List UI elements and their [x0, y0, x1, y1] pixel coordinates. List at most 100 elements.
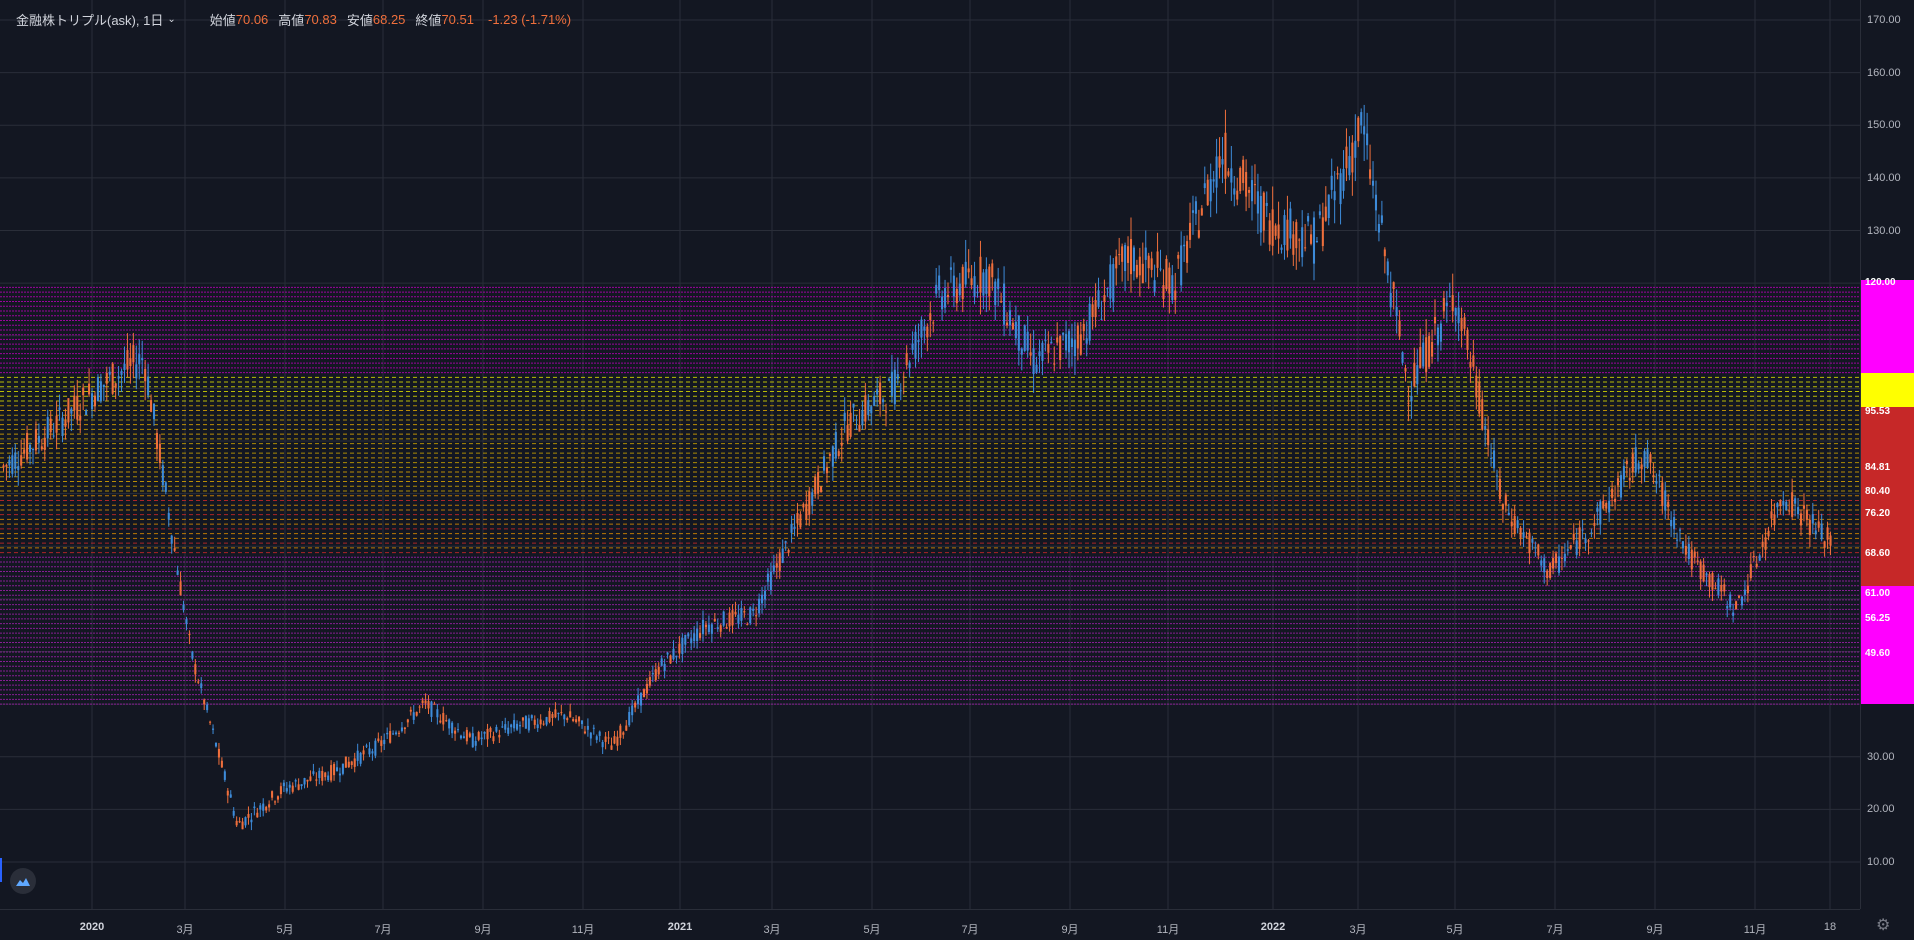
candle-body: [1687, 543, 1690, 560]
candle-body: [276, 796, 280, 800]
candle-body: [1280, 247, 1283, 250]
candle-body: [1398, 320, 1401, 337]
candle-body: [1360, 112, 1363, 126]
price-axis[interactable]: 170.00 160.00 150.00 140.00 130.00 30.00 20.00…: [1860, 0, 1914, 909]
candle-body: [335, 767, 339, 772]
candle-body: [1487, 429, 1490, 446]
gear-icon[interactable]: ⚙: [1876, 917, 1891, 934]
candle-body: [474, 740, 477, 746]
candle-body: [1522, 532, 1525, 538]
candle-body: [489, 727, 492, 732]
candle-body: [1082, 323, 1085, 332]
candle-body: [651, 673, 654, 675]
candle-body: [321, 770, 324, 781]
candle-body: [368, 748, 371, 755]
candle-body: [542, 723, 545, 725]
candle-body: [1711, 573, 1714, 590]
price-chart[interactable]: [0, 0, 1860, 909]
candle-body: [569, 711, 572, 718]
candle-body: [1723, 584, 1726, 592]
candle-body: [1826, 527, 1829, 540]
candle-body: [294, 780, 297, 782]
candle-body: [483, 732, 486, 734]
candle-body: [1743, 589, 1746, 595]
chart-area[interactable]: 金融株トリプル(ask), 1日 ⌄ 始値 70.06 高値 70.83 安値 …: [0, 0, 1860, 909]
candle-body: [111, 363, 114, 394]
candle-body: [1460, 318, 1463, 332]
candle-body: [1085, 338, 1088, 344]
candle-body: [837, 451, 840, 456]
candle-body: [1017, 315, 1020, 351]
candle-body: [1174, 290, 1177, 300]
candle-body: [852, 403, 855, 408]
time-tick-label: 3月: [1349, 924, 1367, 936]
candle-body: [1135, 264, 1138, 278]
candle-body: [1678, 529, 1682, 531]
candle-body: [1336, 173, 1339, 175]
candle-body: [52, 435, 55, 437]
candle-body: [834, 431, 837, 459]
candle-body: [1159, 268, 1162, 270]
candle-body: [1764, 537, 1767, 550]
candle-body: [1227, 171, 1230, 176]
candle-body: [1507, 512, 1510, 516]
axis-red-band: [1861, 406, 1914, 586]
chevron-down-icon[interactable]: ⌄: [167, 14, 176, 25]
candle-body: [808, 491, 811, 515]
price-tick-label: 150.00: [1867, 119, 1901, 132]
symbol-label[interactable]: 金融株トリプル(ask), 1日: [16, 13, 164, 28]
candle-body: [583, 731, 586, 734]
candle-body: [126, 350, 129, 370]
candle-body: [1342, 168, 1345, 191]
candle-body: [1631, 453, 1634, 472]
candle-body: [265, 806, 268, 811]
candle-body: [206, 704, 209, 711]
candle-body: [902, 376, 905, 378]
candle-body: [521, 717, 524, 721]
candle-body: [262, 803, 265, 811]
candle-body: [967, 268, 970, 273]
candle-body: [1215, 156, 1218, 188]
candle-body: [1540, 560, 1543, 566]
time-axis[interactable]: 2020 3月 5月 7月 9月 11月 2021 3月 5月 7月 9月 11月 2022 3月 5月 7月…: [0, 909, 1860, 940]
candle-body: [817, 472, 820, 494]
candle-body: [1286, 219, 1289, 251]
candle-body: [716, 627, 719, 630]
candle-body: [1649, 454, 1652, 463]
candle-body: [728, 612, 731, 627]
candle-body: [1611, 488, 1614, 498]
candle-body: [527, 718, 530, 731]
candle-body: [796, 513, 799, 524]
candle-body: [132, 345, 135, 363]
candle-body: [1690, 549, 1693, 570]
candle-body: [480, 737, 483, 740]
candle-body: [1392, 282, 1395, 290]
candle-body: [802, 503, 805, 508]
candle-body: [1478, 382, 1481, 414]
logo-button[interactable]: [10, 868, 36, 894]
candle-body: [462, 736, 465, 739]
candle-body: [1038, 351, 1041, 357]
candle-body: [1221, 159, 1224, 165]
candle-body: [1339, 173, 1342, 205]
candle-body: [631, 705, 634, 716]
close-label: 終値: [415, 13, 442, 28]
candle-body: [79, 415, 82, 421]
candle-body: [268, 804, 271, 808]
candle-body: [241, 821, 244, 830]
candle-body: [232, 810, 235, 816]
candle-body: [932, 322, 935, 324]
candle-body: [456, 729, 460, 731]
candle-body: [377, 738, 380, 741]
candle-body: [1495, 475, 1499, 477]
candle-body: [1797, 507, 1800, 515]
candle-body: [85, 410, 88, 416]
candle-body: [696, 628, 699, 642]
candle-body: [923, 326, 926, 331]
candle-body: [985, 269, 988, 294]
candle-body: [1590, 532, 1593, 534]
time-tick-label: 2022: [1260, 921, 1286, 933]
candle-body: [1212, 179, 1215, 182]
high-value: 70.83: [304, 12, 337, 27]
candle-body: [634, 702, 637, 708]
